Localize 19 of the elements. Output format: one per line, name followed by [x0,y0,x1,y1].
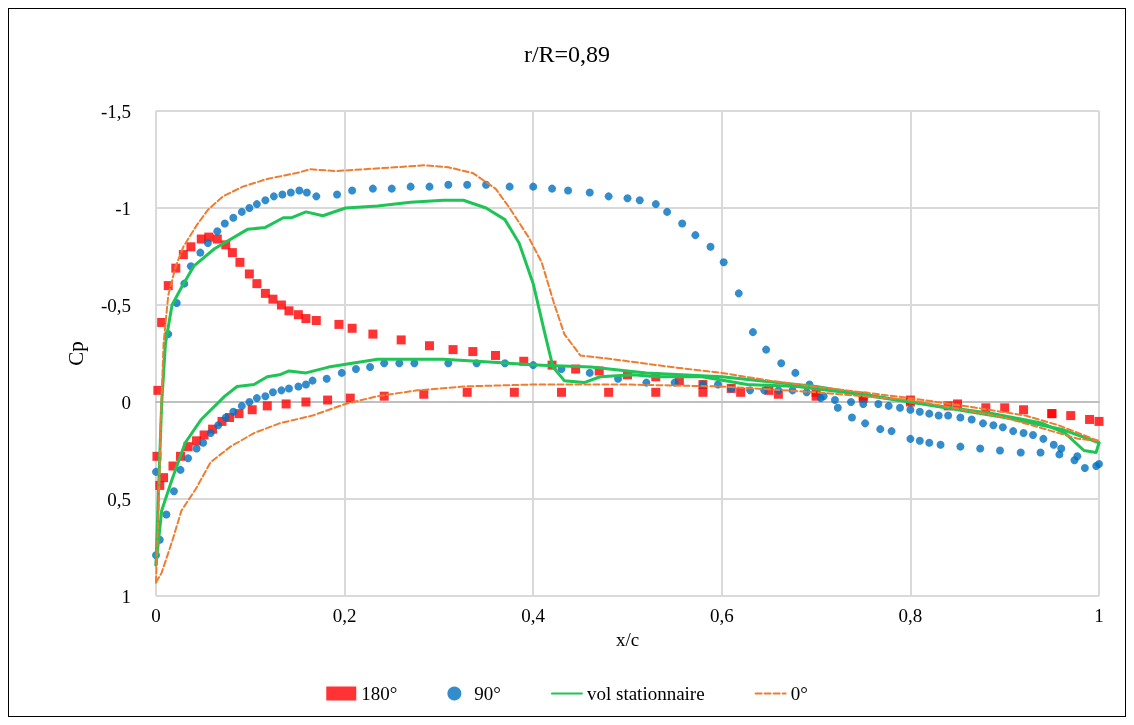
legend-label: 90° [474,683,501,704]
chart-title: r/R=0,89 [523,41,611,67]
legend-label: 0° [790,683,808,704]
y-tick-label: -1 [115,197,131,219]
y-tick-label: 0 [121,391,131,413]
x-tick-label: 0,8 [898,605,923,626]
y-axis-title: Cp [63,341,88,366]
legend-label: 180° [361,683,398,704]
y-tick-label: 0,5 [107,488,131,510]
x-axis-title: x/c [615,628,640,650]
x-tick-label: 1 [1094,605,1104,626]
y-tick-label: -1,5 [100,100,131,122]
x-tick-label: 0,6 [709,605,734,626]
x-tick-label: 0 [151,605,161,626]
y-tick-label: 1 [121,585,131,607]
x-tick-label: 0,4 [521,605,546,626]
x-tick-label: 0,2 [332,605,357,626]
legend-label: vol stationnaire [586,683,705,704]
y-tick-label: -0,5 [100,294,131,316]
